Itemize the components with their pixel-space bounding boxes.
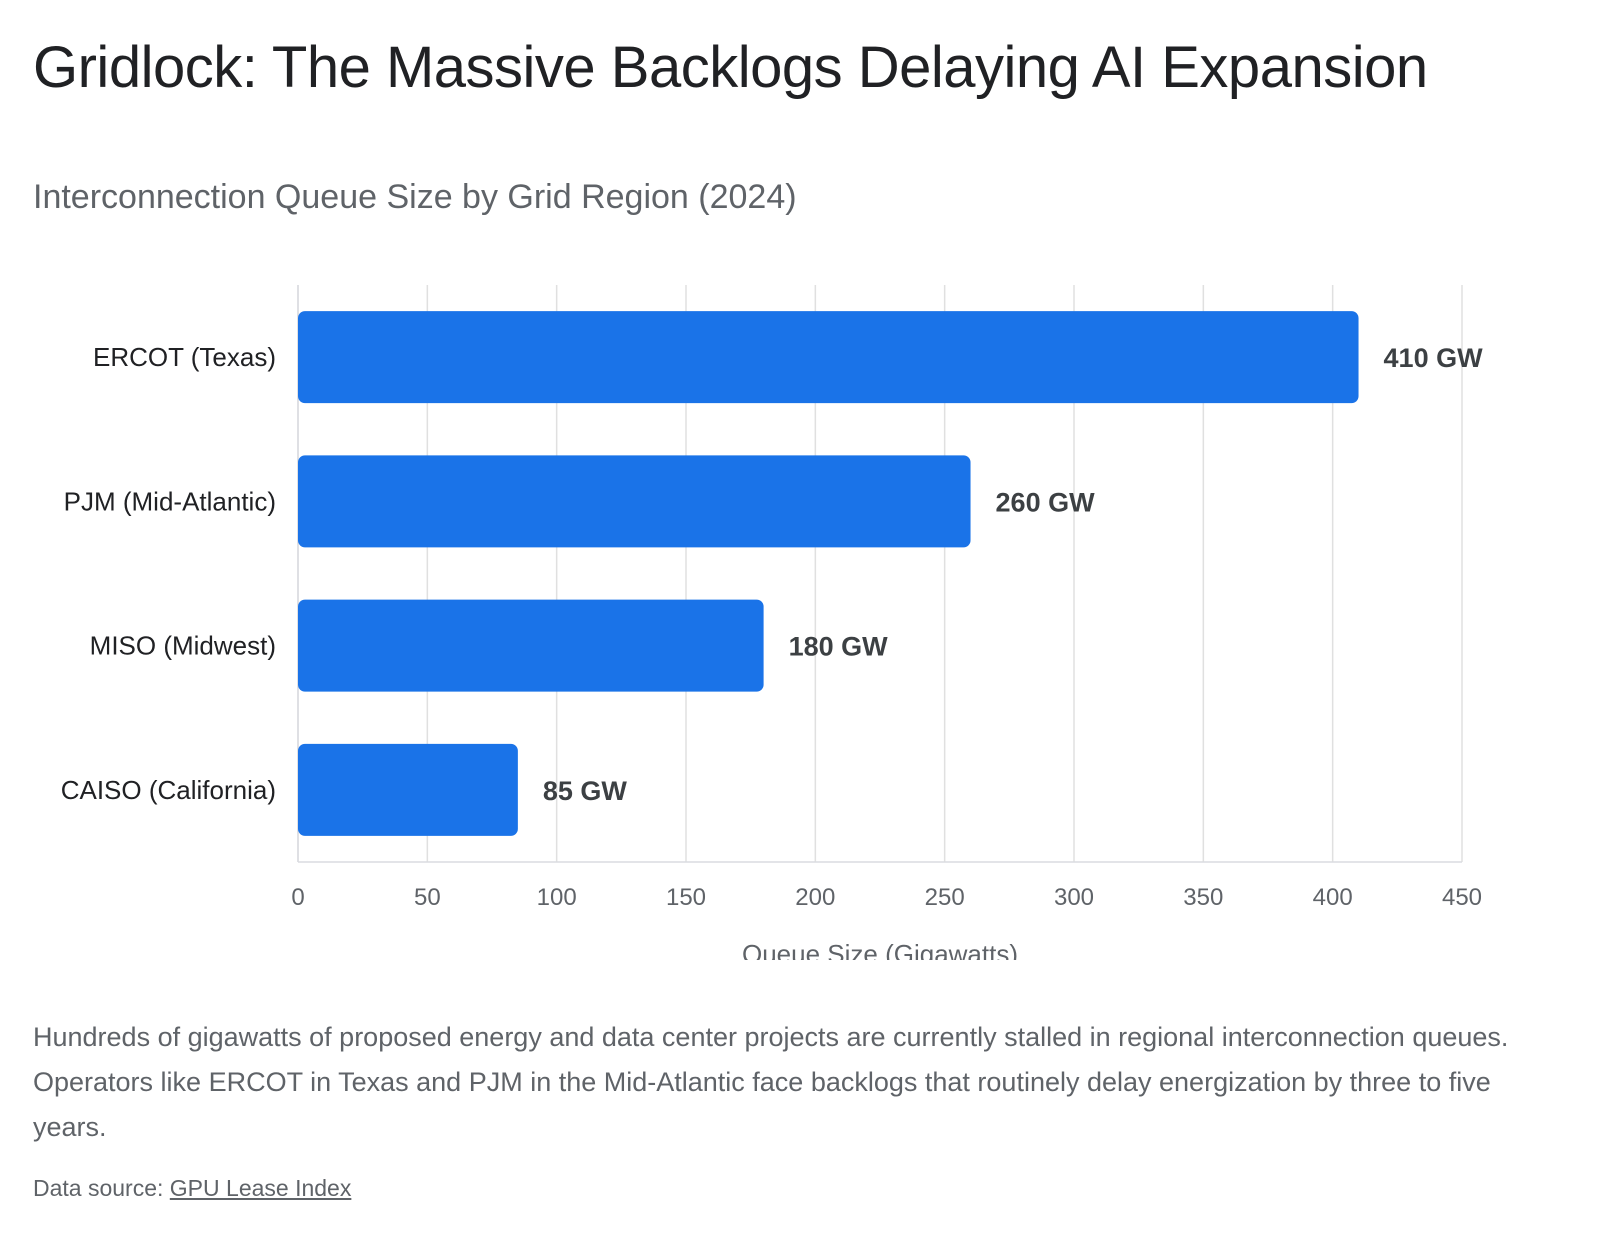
data-source-label: Data source:: [33, 1175, 170, 1201]
chart-subtitle: Interconnection Queue Size by Grid Regio…: [33, 178, 797, 216]
bar: [298, 743, 518, 836]
x-tick-label: 200: [795, 884, 835, 911]
data-source-link[interactable]: GPU Lease Index: [169, 1175, 352, 1201]
data-labels: 410 GW 260 GW 180 GW 85 GW: [543, 343, 1483, 806]
category-label: MISO (Midwest): [90, 631, 276, 661]
x-tick-label: 0: [291, 884, 304, 911]
category-label: CAISO (California): [61, 775, 276, 805]
category-label: ERCOT (Texas): [93, 342, 276, 372]
x-tick-label: 150: [666, 884, 706, 911]
bar: [298, 311, 1359, 404]
x-axis-title: Queue Size (Gigawatts): [742, 939, 1018, 960]
category-label: PJM (Mid-Atlantic): [64, 486, 276, 516]
data-label: 85 GW: [543, 776, 628, 806]
data-label: 260 GW: [996, 487, 1096, 517]
x-tick-label: 50: [414, 884, 441, 911]
data-label: 180 GW: [789, 632, 889, 662]
x-tick-label: 250: [925, 884, 965, 911]
bar-chart: 410 GW 260 GW 180 GW 85 GW ERCOT (Texas) PJM…: [61, 285, 1483, 960]
category-labels: ERCOT (Texas) PJM (Mid-Atlantic) MISO (Mid…: [61, 342, 276, 805]
bar: [298, 599, 764, 692]
x-tick-label: 400: [1313, 884, 1353, 911]
data-source: Data source: GPU Lease Index: [33, 1175, 351, 1202]
x-tick-labels: 0 50 100 150 200 250 300 350 400 450: [291, 884, 1482, 911]
bar: [298, 455, 971, 548]
x-tick-label: 350: [1183, 884, 1223, 911]
page-title: Gridlock: The Massive Backlogs Delaying …: [33, 35, 1428, 100]
data-label: 410 GW: [1384, 343, 1484, 373]
x-tick-label: 100: [537, 884, 577, 911]
x-tick-label: 300: [1054, 884, 1094, 911]
chart-description: Hundreds of gigawatts of proposed energy…: [33, 1022, 1509, 1142]
bars: [298, 311, 1359, 836]
x-tick-label: 450: [1442, 884, 1482, 911]
